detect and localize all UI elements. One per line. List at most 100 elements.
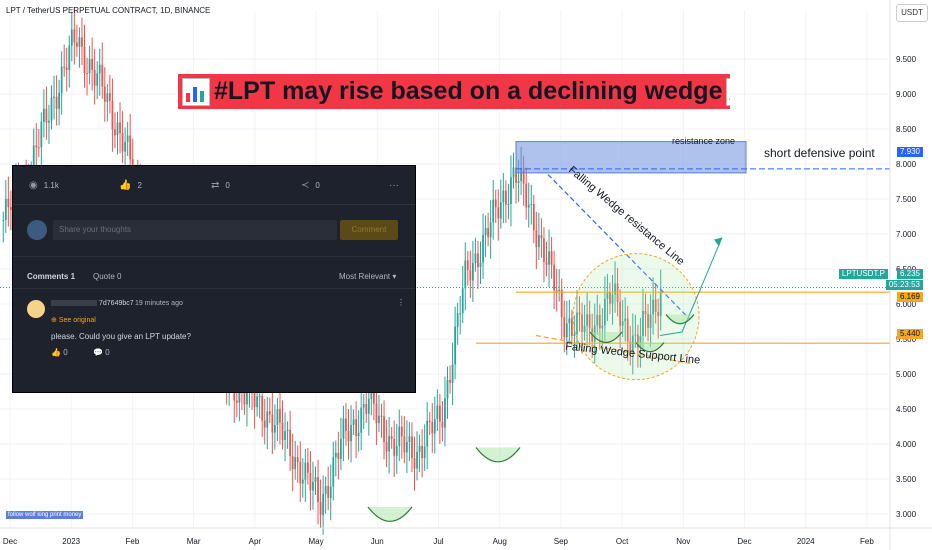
candle-body bbox=[68, 45, 71, 71]
candle-body bbox=[4, 198, 7, 220]
candle-body bbox=[586, 314, 589, 326]
comment-button[interactable]: Comment bbox=[340, 220, 398, 240]
x-tick-label: Jul bbox=[433, 537, 443, 546]
candle-body bbox=[332, 457, 335, 487]
see-original-link[interactable]: ⊕ See original bbox=[51, 316, 96, 324]
orange-level-2-tag: 5.440 bbox=[896, 329, 923, 339]
candle-body bbox=[58, 92, 61, 109]
currency-button[interactable]: USDT bbox=[896, 4, 928, 22]
repost-icon: ⇄ bbox=[211, 180, 220, 191]
short-defensive-label: short defensive point bbox=[764, 146, 875, 160]
candle-body bbox=[334, 452, 337, 458]
x-tick-label: Dec bbox=[737, 537, 751, 546]
comment-like[interactable]: 👍 0 bbox=[51, 348, 68, 357]
candle-body bbox=[596, 314, 599, 326]
candle-body bbox=[37, 147, 40, 149]
share-thoughts-input[interactable]: Share your thoughts bbox=[53, 220, 337, 240]
comments-tab[interactable]: Comments 1 bbox=[27, 272, 76, 281]
likes-stat[interactable]: 👍 2 bbox=[119, 180, 142, 191]
projection-arrow bbox=[659, 237, 723, 336]
y-tick-label: 4.000 bbox=[896, 440, 917, 449]
candle-body bbox=[411, 436, 413, 459]
candle-body bbox=[560, 289, 563, 318]
candle-body bbox=[129, 135, 132, 160]
comment-reply-count: 0 bbox=[105, 348, 110, 357]
candle-body bbox=[312, 481, 314, 491]
candle-body bbox=[350, 424, 352, 442]
candle-body bbox=[286, 429, 289, 432]
candle-body bbox=[339, 438, 342, 459]
candle-body bbox=[492, 199, 495, 223]
candle-body bbox=[502, 190, 505, 203]
candle-body bbox=[395, 446, 398, 456]
resistance-line-label: Falling Wedge resistance Line bbox=[566, 164, 686, 268]
own-avatar bbox=[27, 220, 47, 240]
shares-stat[interactable]: ≺ 0 bbox=[301, 180, 320, 191]
bowl-shape bbox=[665, 314, 695, 325]
current-price-tag: 6.235 bbox=[896, 269, 923, 279]
reply-icon: 💬 bbox=[93, 348, 106, 357]
candle-body bbox=[598, 314, 601, 329]
candle-body bbox=[479, 262, 482, 268]
quotes-tab[interactable]: Quote 0 bbox=[93, 272, 122, 281]
candle-body bbox=[583, 325, 586, 333]
commenter-name[interactable]: 7d7649bc7 bbox=[99, 300, 134, 307]
candle-body bbox=[126, 135, 129, 142]
candle-body bbox=[606, 291, 609, 299]
candle-body bbox=[624, 318, 627, 322]
comment-reply[interactable]: 💬 0 bbox=[93, 348, 110, 357]
candle-body bbox=[423, 446, 426, 458]
candle-body bbox=[441, 421, 444, 428]
candle-body bbox=[619, 301, 622, 326]
candle-body bbox=[86, 72, 88, 74]
y-tick-label: 7.000 bbox=[896, 230, 917, 239]
candle-body bbox=[636, 334, 639, 348]
short-defensive-price-tag: 7.930 bbox=[896, 147, 923, 157]
candle-body bbox=[83, 46, 86, 73]
symbol-tag: LPTUSDT.P bbox=[838, 269, 888, 279]
candle-body bbox=[642, 311, 644, 336]
stats-row: ◉ 1.1k 👍 2 ⇄ 0 ≺ 0 ··· bbox=[13, 180, 415, 196]
candle-body bbox=[32, 145, 35, 173]
candle-body bbox=[70, 29, 73, 46]
y-tick-label: 5.000 bbox=[896, 370, 917, 379]
candle-body bbox=[81, 37, 83, 47]
thumbs-up-icon: 👍 bbox=[51, 348, 64, 357]
divider bbox=[13, 204, 415, 205]
boosts-stat[interactable]: ⇄ 0 bbox=[211, 180, 230, 191]
redacted-username bbox=[51, 300, 97, 306]
candle-body bbox=[548, 251, 550, 265]
candle-body bbox=[543, 238, 545, 263]
candle-body bbox=[421, 445, 424, 458]
candle-body bbox=[53, 96, 55, 98]
candle-body bbox=[106, 93, 109, 102]
likes-count: 2 bbox=[137, 181, 142, 190]
divider bbox=[13, 256, 415, 257]
wedge-circle bbox=[572, 253, 700, 381]
shares-count: 0 bbox=[315, 181, 320, 190]
sort-dropdown[interactable]: Most Relevant ▾ bbox=[339, 272, 396, 281]
candle-body bbox=[522, 167, 525, 184]
candle-body bbox=[537, 235, 540, 247]
candle-body bbox=[65, 67, 68, 71]
more-options[interactable]: ··· bbox=[389, 180, 399, 191]
x-tick-label: Aug bbox=[493, 537, 507, 546]
candle-body bbox=[55, 96, 58, 109]
candle-body bbox=[649, 314, 652, 328]
comment-panel: ◉ 1.1k 👍 2 ⇄ 0 ≺ 0 ··· Share your thoughts C… bbox=[12, 165, 416, 393]
candle-body bbox=[504, 190, 507, 205]
candle-body bbox=[2, 220, 5, 221]
candle-body bbox=[456, 313, 459, 327]
candle-body bbox=[119, 122, 121, 134]
candle-body bbox=[603, 298, 606, 326]
candle-body bbox=[573, 334, 576, 336]
candle-body bbox=[657, 311, 660, 317]
candle-body bbox=[398, 426, 401, 447]
y-tick-label: 6.000 bbox=[896, 300, 917, 309]
candle-body bbox=[454, 326, 457, 365]
candle-body bbox=[299, 462, 302, 484]
candle-body bbox=[7, 198, 10, 208]
bowl-shape bbox=[635, 342, 665, 353]
comment-menu-icon[interactable]: ⋮ bbox=[397, 298, 405, 307]
comment-text: please. Could you give an LPT update? bbox=[51, 332, 191, 341]
